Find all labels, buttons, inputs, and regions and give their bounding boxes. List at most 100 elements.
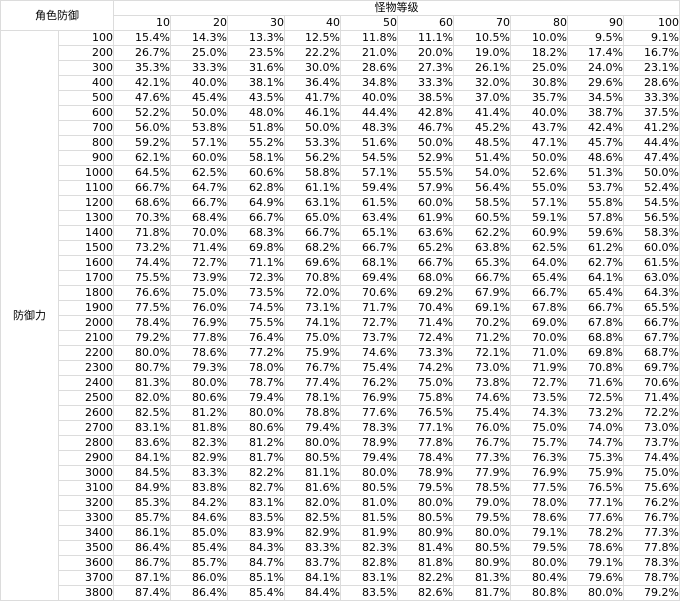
defense-value-cell[interactable]: 2200 <box>58 345 114 361</box>
reduction-cell[interactable]: 29.6% <box>567 75 624 91</box>
defense-value-cell[interactable]: 2900 <box>58 450 114 466</box>
reduction-cell[interactable]: 71.7% <box>340 300 398 316</box>
reduction-cell[interactable]: 63.1% <box>284 195 341 211</box>
reduction-cell[interactable]: 81.3% <box>453 570 511 586</box>
reduction-cell[interactable]: 69.4% <box>340 270 398 286</box>
reduction-cell[interactable]: 80.5% <box>397 510 454 526</box>
reduction-cell[interactable]: 70.2% <box>453 315 511 331</box>
reduction-cell[interactable]: 42.8% <box>397 105 454 121</box>
defense-value-cell[interactable]: 2100 <box>58 330 114 346</box>
reduction-cell[interactable]: 50.0% <box>284 120 341 136</box>
defense-value-cell[interactable]: 2700 <box>58 420 114 436</box>
reduction-cell[interactable]: 80.4% <box>510 570 568 586</box>
reduction-cell[interactable]: 54.5% <box>340 150 398 166</box>
reduction-cell[interactable]: 81.8% <box>170 420 228 436</box>
reduction-cell[interactable]: 83.1% <box>113 420 171 436</box>
reduction-cell[interactable]: 84.9% <box>113 480 171 496</box>
reduction-cell[interactable]: 72.3% <box>227 270 285 286</box>
reduction-cell[interactable]: 83.7% <box>284 555 341 571</box>
reduction-cell[interactable]: 61.5% <box>623 255 680 271</box>
reduction-cell[interactable]: 64.7% <box>170 180 228 196</box>
reduction-cell[interactable]: 80.5% <box>284 450 341 466</box>
reduction-cell[interactable]: 56.2% <box>284 150 341 166</box>
reduction-cell[interactable]: 71.4% <box>397 315 454 331</box>
reduction-cell[interactable]: 75.4% <box>340 360 398 376</box>
reduction-cell[interactable]: 61.5% <box>340 195 398 211</box>
reduction-cell[interactable]: 78.5% <box>453 480 511 496</box>
reduction-cell[interactable]: 55.8% <box>567 195 624 211</box>
reduction-cell[interactable]: 80.0% <box>510 555 568 571</box>
reduction-cell[interactable]: 86.7% <box>113 555 171 571</box>
monster-level-header[interactable]: 60 <box>397 15 454 31</box>
reduction-cell[interactable]: 82.2% <box>227 465 285 481</box>
reduction-cell[interactable]: 77.1% <box>397 420 454 436</box>
reduction-cell[interactable]: 80.0% <box>170 375 228 391</box>
reduction-cell[interactable]: 77.8% <box>623 540 680 556</box>
reduction-cell[interactable]: 68.6% <box>113 195 171 211</box>
reduction-cell[interactable]: 64.1% <box>567 270 624 286</box>
reduction-cell[interactable]: 72.2% <box>623 405 680 421</box>
defense-value-cell[interactable]: 1600 <box>58 255 114 271</box>
reduction-cell[interactable]: 79.1% <box>510 525 568 541</box>
reduction-cell[interactable]: 44.4% <box>623 135 680 151</box>
reduction-cell[interactable]: 72.7% <box>510 375 568 391</box>
reduction-cell[interactable]: 78.1% <box>284 390 341 406</box>
reduction-cell[interactable]: 73.7% <box>623 435 680 451</box>
reduction-cell[interactable]: 74.3% <box>510 405 568 421</box>
defense-value-cell[interactable]: 3800 <box>58 585 114 601</box>
reduction-cell[interactable]: 71.0% <box>510 345 568 361</box>
reduction-cell[interactable]: 82.6% <box>397 585 454 601</box>
reduction-cell[interactable]: 14.3% <box>170 30 228 46</box>
reduction-cell[interactable]: 78.9% <box>397 465 454 481</box>
reduction-cell[interactable]: 78.6% <box>510 510 568 526</box>
reduction-cell[interactable]: 84.5% <box>113 465 171 481</box>
reduction-cell[interactable]: 77.2% <box>227 345 285 361</box>
reduction-cell[interactable]: 80.0% <box>227 405 285 421</box>
reduction-cell[interactable]: 10.5% <box>453 30 511 46</box>
reduction-cell[interactable]: 80.0% <box>567 585 624 601</box>
reduction-cell[interactable]: 75.3% <box>567 450 624 466</box>
reduction-cell[interactable]: 78.0% <box>510 495 568 511</box>
reduction-cell[interactable]: 45.7% <box>567 135 624 151</box>
reduction-cell[interactable]: 51.6% <box>340 135 398 151</box>
monster-level-header[interactable]: 50 <box>340 15 398 31</box>
reduction-cell[interactable]: 40.0% <box>170 75 228 91</box>
reduction-cell[interactable]: 74.4% <box>623 450 680 466</box>
reduction-cell[interactable]: 78.4% <box>397 450 454 466</box>
reduction-cell[interactable]: 78.0% <box>227 360 285 376</box>
reduction-cell[interactable]: 78.4% <box>113 315 171 331</box>
defense-value-cell[interactable]: 3100 <box>58 480 114 496</box>
reduction-cell[interactable]: 17.4% <box>567 45 624 61</box>
reduction-cell[interactable]: 70.8% <box>567 360 624 376</box>
reduction-cell[interactable]: 80.6% <box>170 390 228 406</box>
reduction-cell[interactable]: 86.4% <box>170 585 228 601</box>
reduction-cell[interactable]: 66.7% <box>340 240 398 256</box>
reduction-cell[interactable]: 52.2% <box>113 105 171 121</box>
reduction-cell[interactable]: 69.6% <box>284 255 341 271</box>
reduction-cell[interactable]: 75.8% <box>397 390 454 406</box>
reduction-cell[interactable]: 31.6% <box>227 60 285 76</box>
reduction-cell[interactable]: 55.2% <box>227 135 285 151</box>
monster-level-header[interactable]: 30 <box>227 15 285 31</box>
reduction-cell[interactable]: 23.5% <box>227 45 285 61</box>
reduction-cell[interactable]: 82.0% <box>113 390 171 406</box>
reduction-cell[interactable]: 21.0% <box>340 45 398 61</box>
defense-value-cell[interactable]: 3200 <box>58 495 114 511</box>
reduction-cell[interactable]: 83.3% <box>284 540 341 556</box>
reduction-cell[interactable]: 38.1% <box>227 75 285 91</box>
reduction-cell[interactable]: 70.6% <box>340 285 398 301</box>
reduction-cell[interactable]: 48.3% <box>340 120 398 136</box>
reduction-cell[interactable]: 67.8% <box>510 300 568 316</box>
reduction-cell[interactable]: 83.9% <box>227 525 285 541</box>
defense-value-cell[interactable]: 2000 <box>58 315 114 331</box>
reduction-cell[interactable]: 35.3% <box>113 60 171 76</box>
reduction-cell[interactable]: 62.7% <box>567 255 624 271</box>
reduction-cell[interactable]: 56.4% <box>453 180 511 196</box>
reduction-cell[interactable]: 48.0% <box>227 105 285 121</box>
reduction-cell[interactable]: 74.5% <box>227 300 285 316</box>
reduction-cell[interactable]: 85.7% <box>113 510 171 526</box>
reduction-cell[interactable]: 78.7% <box>623 570 680 586</box>
reduction-cell[interactable]: 71.2% <box>453 330 511 346</box>
reduction-cell[interactable]: 57.1% <box>340 165 398 181</box>
monster-level-header[interactable]: 40 <box>284 15 341 31</box>
